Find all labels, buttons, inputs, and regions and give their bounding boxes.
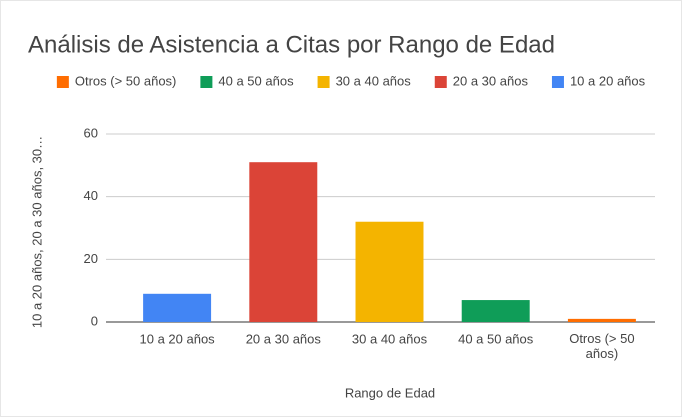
- legend-item: 30 a 40 años: [317, 73, 412, 88]
- legend-item: 20 a 30 años: [434, 73, 529, 88]
- legend-swatch: [200, 76, 213, 88]
- bar: [461, 300, 530, 322]
- x-tick-label: 30 a 40 años: [352, 331, 428, 346]
- y-tick-label: 40: [84, 188, 98, 203]
- legend-label: Otros (> 50 años): [75, 73, 177, 88]
- x-tick-label: 10 a 20 años: [140, 331, 216, 346]
- x-tick-label: 40 a 50 años: [458, 331, 534, 346]
- y-tick-label: 0: [91, 313, 98, 328]
- bar: [355, 221, 424, 322]
- x-tick-label: Otros (> 50 años): [569, 331, 634, 361]
- x-axis-label: Rango de Edad: [345, 385, 435, 400]
- legend-item: 10 a 20 años: [551, 73, 646, 88]
- y-tick-label: 20: [84, 251, 98, 266]
- legend-label: 30 a 40 años: [336, 73, 412, 88]
- legend-label: 20 a 30 años: [453, 73, 529, 88]
- bar: [567, 318, 636, 322]
- y-tick-label: 60: [84, 125, 98, 140]
- legend-swatch: [434, 76, 447, 88]
- legend-label: 10 a 20 años: [570, 73, 646, 88]
- chart-title: Análisis de Asistencia a Citas por Rango…: [28, 31, 555, 58]
- legend-swatch: [317, 76, 330, 88]
- legend-item: Otros (> 50 años): [56, 73, 177, 88]
- legend-swatch: [551, 76, 564, 88]
- bar: [249, 162, 318, 322]
- legend-item: 40 a 50 años: [200, 73, 294, 88]
- legend-swatch: [56, 76, 69, 88]
- bar: [143, 293, 212, 322]
- legend-label: 40 a 50 años: [218, 73, 294, 88]
- x-tick-label: 20 a 30 años: [246, 331, 322, 346]
- y-axis-label: 10 a 20 años, 20 a 30 años, 30…: [29, 136, 44, 328]
